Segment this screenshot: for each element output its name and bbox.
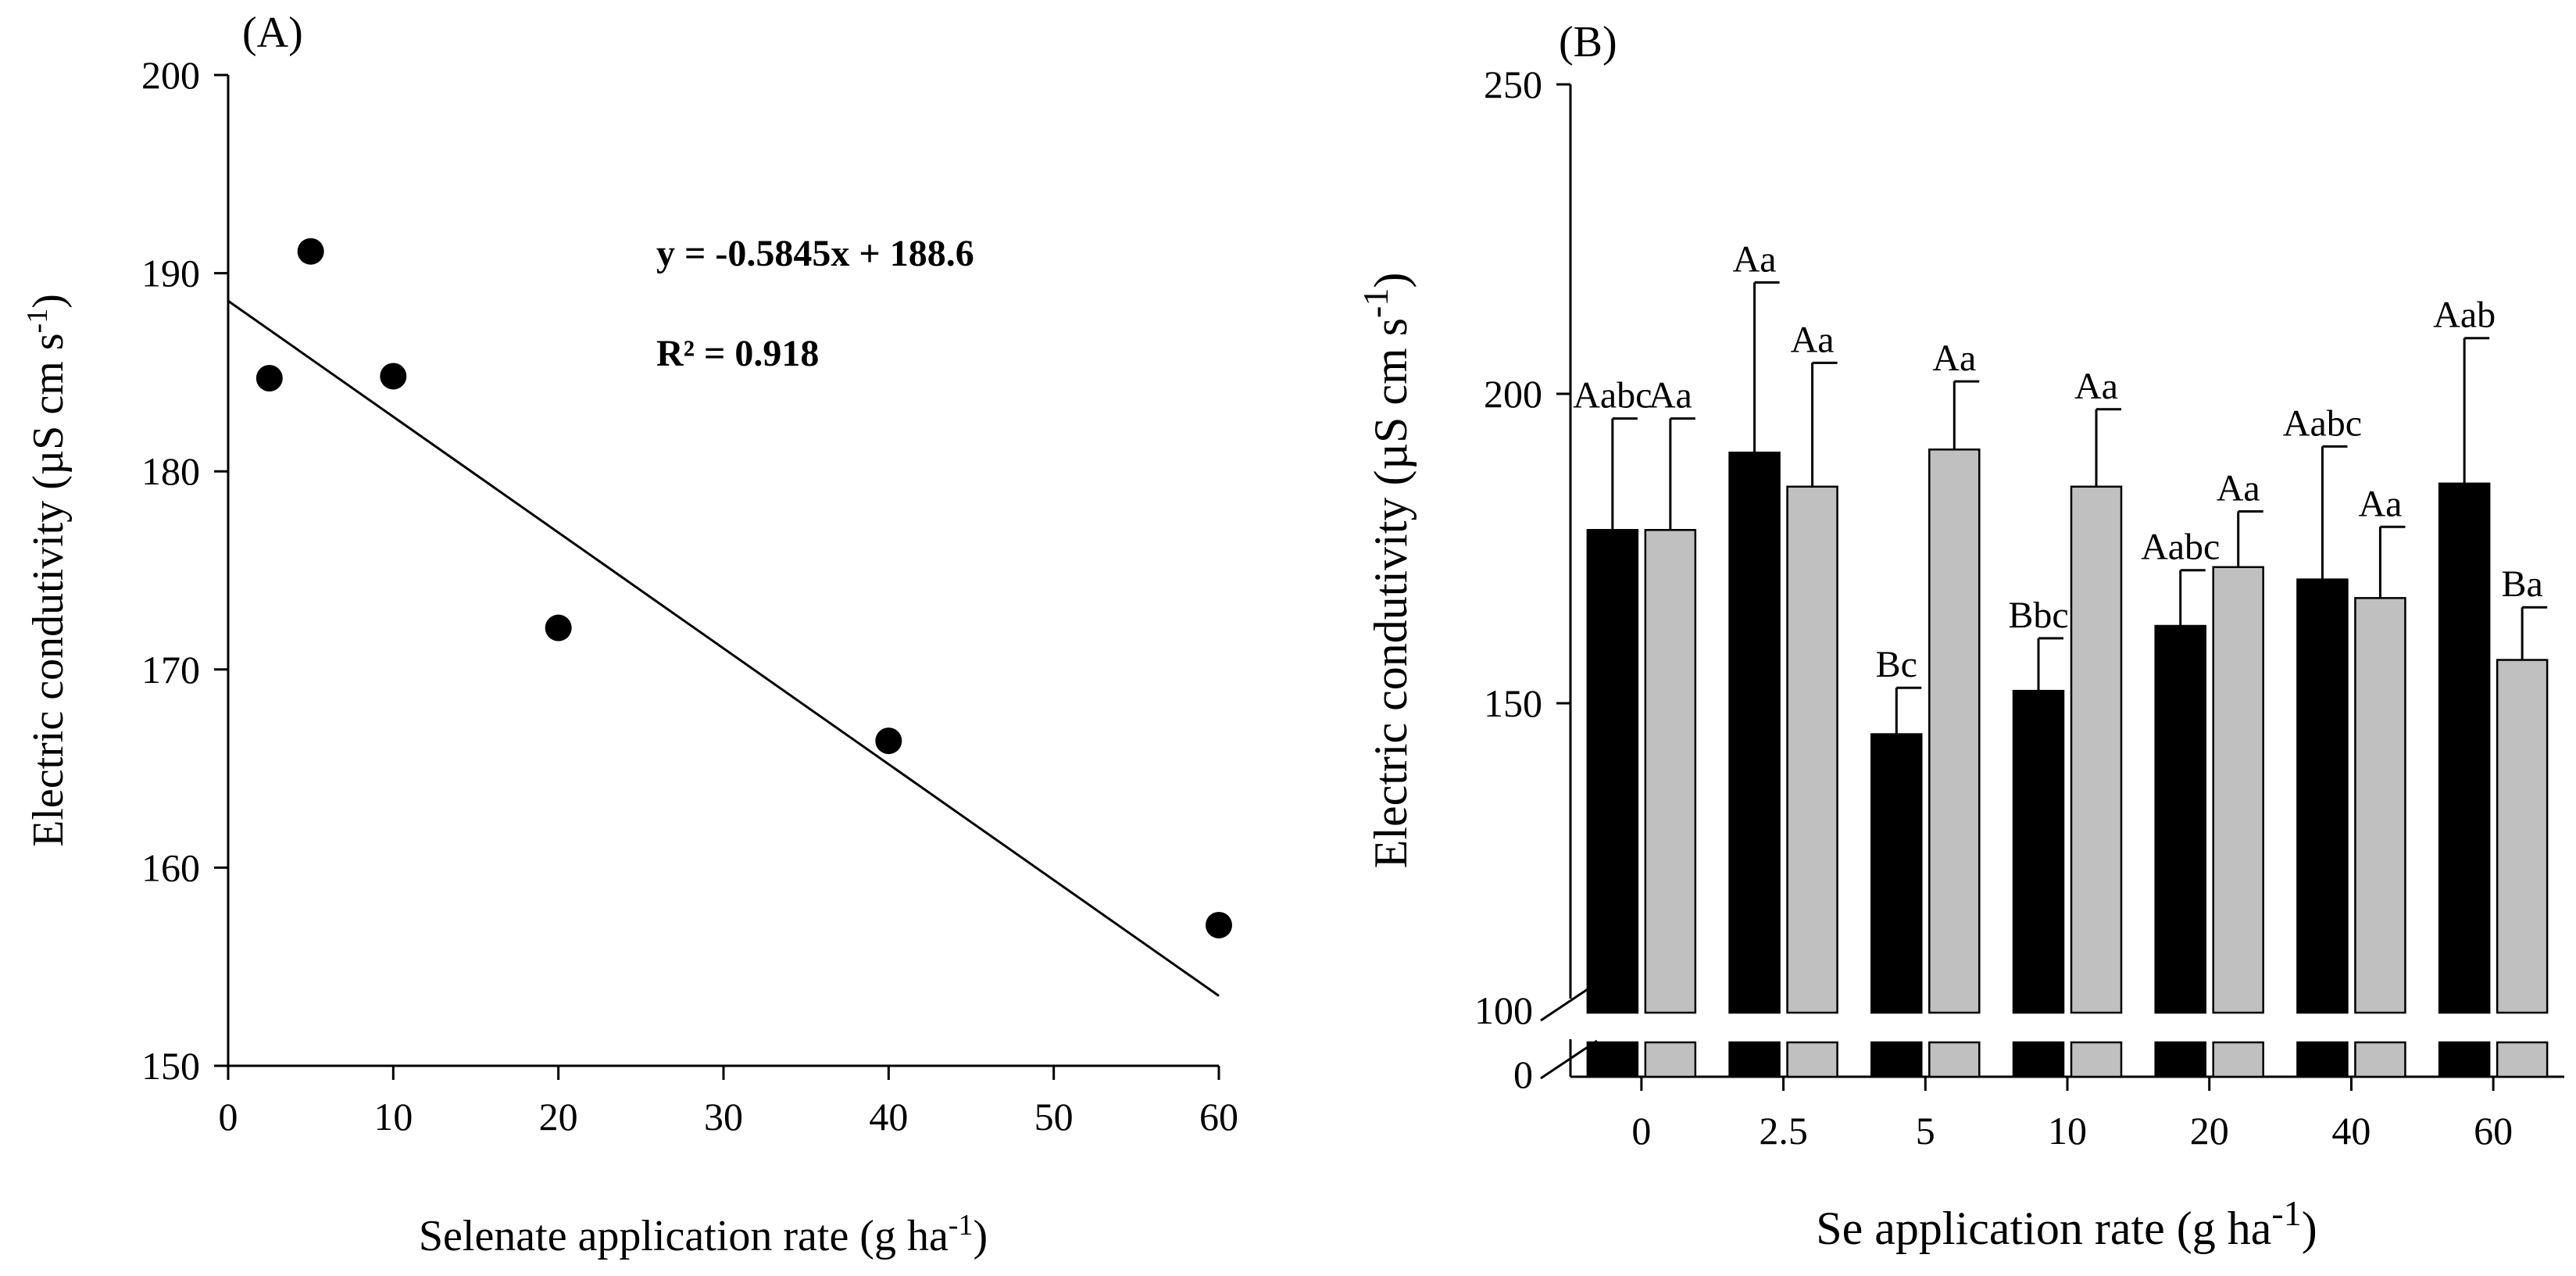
panel-a-y-axis-title-main: Electric condutivity (µS cm s — [24, 333, 73, 846]
panel-b-significance-label: Bc — [1876, 644, 1917, 685]
panel-a-x-tick-label: 60 — [1199, 1095, 1238, 1138]
panel-b-bar-lower-black — [2012, 1041, 2065, 1078]
panel-b-x-tick-label: 40 — [2331, 1109, 2371, 1153]
panel-b-bar-gray — [2496, 659, 2549, 1014]
panel-a-x-tick-label: 40 — [869, 1095, 908, 1138]
panel-b-bar-gray — [2212, 566, 2264, 1014]
panel-b-significance-label: Aa — [1932, 338, 1976, 379]
panel-b-significance-label: Aabc — [1573, 375, 1652, 416]
panel-b-bar-lower-black — [1728, 1041, 1781, 1078]
panel-b-x-tick-label: 2.5 — [1759, 1109, 1808, 1153]
panel-b-bar-black — [2012, 689, 2065, 1014]
panel-a-y-tick-label: 150 — [141, 1044, 200, 1088]
panel-b-bar-lower-gray — [2496, 1041, 2549, 1078]
panel-b-bar-lower-black — [1870, 1041, 1923, 1078]
panel-b-bar-lower-gray — [1786, 1041, 1838, 1078]
panel-a-x-tick-label: 20 — [539, 1095, 578, 1138]
panel-b-significance-label: Aabc — [2141, 527, 2220, 568]
panel-b-significance-label: Bbc — [2008, 595, 2068, 636]
panel-b-break-label: 100 — [1474, 988, 1533, 1032]
panel-a-data-point — [545, 614, 572, 642]
panel-a-x-tick-label: 10 — [373, 1095, 413, 1138]
panel-b-x-tick-label: 0 — [1631, 1109, 1651, 1153]
panel-a-y-axis-title-sup: -1 — [21, 309, 54, 334]
panel-b-bar-lower-black — [2154, 1041, 2206, 1078]
panel-b-y-axis-title: Electric condutivity (µS cm s-1) — [1356, 273, 1417, 869]
panel-a-data-point — [1206, 911, 1232, 938]
panel-a-label: (A) — [242, 9, 303, 57]
panel-b-significance-label: Aa — [2217, 467, 2260, 509]
panel-b-significance-label: Aa — [1649, 375, 1692, 416]
panel-b-bar-black — [1586, 528, 1639, 1014]
panel-b-significance-label: Aabc — [2283, 402, 2362, 444]
panel-a-y-tick-label: 190 — [141, 252, 200, 295]
panel-b-bar-gray — [2070, 485, 2123, 1014]
panel-b-x-axis-title-main: Se application rate (g ha — [1816, 1203, 2271, 1254]
panel-b-bar-gray — [2354, 597, 2406, 1014]
panel-a-x-axis-title: Selenate application rate (g ha-1) — [419, 1209, 988, 1260]
panel-b-x-tick-label: 60 — [2474, 1109, 2513, 1153]
panel-b-significance-label: Aab — [2433, 295, 2496, 336]
panel-a-x-tick-label: 0 — [219, 1095, 238, 1138]
panel-b-bar-lower-black — [1586, 1041, 1639, 1078]
panel-b-significance-label: Aa — [2358, 483, 2402, 524]
panel-b-y-axis-title-tail: ) — [1365, 273, 1417, 288]
panel-b-bar-black — [2438, 482, 2491, 1014]
panel-b-bar-lower-black — [2438, 1041, 2491, 1078]
panel-a-y-tick-label: 200 — [141, 53, 200, 97]
panel-a-data-point — [875, 727, 902, 755]
panel-b-bar-lower-gray — [1928, 1041, 1981, 1078]
panel-b-significance-label: Aa — [1733, 238, 1777, 280]
panel-a-data-point — [297, 238, 324, 265]
panel-a-x-axis-title-tail: ) — [973, 1212, 988, 1260]
panel-b-y-axis-title-main: Electric condutivity (µS cm s — [1365, 318, 1417, 868]
panel-b-x-tick-label: 20 — [2190, 1109, 2229, 1153]
panel-a-x-axis-title-main: Selenate application rate (g ha — [419, 1212, 949, 1260]
panel-b-x-axis-title: Se application rate (g ha-1) — [1816, 1193, 2317, 1254]
panel-b-x-tick-label: 5 — [1916, 1109, 1935, 1153]
panel-b-bar-black — [2154, 624, 2206, 1014]
panel-b-y-axis-title-sup: -1 — [1356, 288, 1395, 318]
panel-a-y-axis-title: Electric condutivity (µS cm s-1) — [21, 294, 73, 847]
panel-a-regression-line — [227, 299, 1220, 997]
panel-b-bar-gray — [1928, 449, 1981, 1014]
panel-b-bar-black — [2296, 578, 2349, 1014]
panel-b-bar-lower-gray — [2354, 1041, 2406, 1078]
panel-b-y-tick-label: 200 — [1484, 372, 1542, 416]
panel-b-lower-label: 0 — [1513, 1053, 1533, 1096]
panel-a-y-tick-label: 180 — [141, 449, 200, 493]
panel-b-significance-label: Aa — [2074, 366, 2118, 407]
panel-a-equation: y = -0.5845x + 188.6 — [656, 233, 974, 274]
panel-b-bar-black — [1870, 733, 1923, 1014]
panel-b-label: (B) — [1559, 18, 1617, 66]
panel-a-x-tick-label: 30 — [704, 1095, 743, 1138]
panel-b-y-tick-label: 150 — [1484, 681, 1542, 725]
panel-a-data-point — [255, 365, 283, 392]
panel-a-x-tick-label: 50 — [1034, 1095, 1074, 1138]
panel-a-y-tick-label: 160 — [141, 845, 200, 889]
panel-a-y-tick-label: 170 — [141, 648, 200, 692]
panel-b-bar-gray — [1644, 528, 1697, 1014]
panel-b-bar-black — [1728, 451, 1781, 1014]
panel-b-y-tick-label: 250 — [1484, 63, 1542, 106]
panel-b-bar-lower-black — [2296, 1041, 2349, 1078]
panel-b-bar-lower-gray — [1644, 1041, 1697, 1078]
panel-b-significance-label: Aa — [1791, 319, 1835, 360]
panel-b-significance-label: Ba — [2501, 563, 2542, 605]
panel-b-bar-lower-gray — [2212, 1041, 2264, 1078]
panel-a-y-axis-title-tail: ) — [24, 294, 73, 309]
panel-a-data-point — [380, 363, 407, 390]
panel-b-x-axis-title-sup: -1 — [2271, 1193, 2301, 1233]
panel-a: (A) 0 10 20 30 40 50 60 150 160 170 180 190 200 y = … — [21, 9, 1238, 1260]
panel-a-x-axis-title-sup: -1 — [949, 1209, 974, 1242]
panel-b-bar-gray — [1786, 485, 1838, 1014]
panel-a-r2: R² = 0.918 — [656, 333, 819, 374]
panel-b-x-tick-label: 10 — [2048, 1109, 2087, 1153]
panel-b-x-axis-title-tail: ) — [2302, 1203, 2317, 1254]
panel-b-bar-lower-gray — [2070, 1041, 2123, 1078]
